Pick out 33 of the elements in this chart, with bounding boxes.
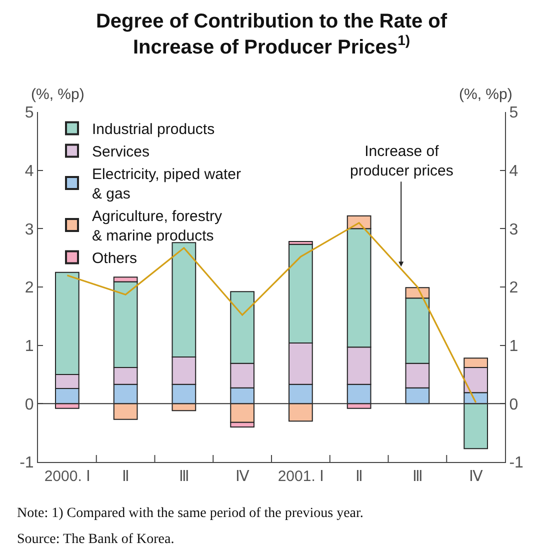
x-tick-label: Ⅱ	[356, 468, 363, 485]
y2-tick-label: 2	[509, 280, 518, 297]
x-tick-label: Ⅲ	[412, 468, 422, 485]
source-note: Source: The Bank of Korea.	[17, 532, 174, 546]
x-tick-label: Ⅱ	[122, 468, 130, 485]
legend-label: Electricity, piped water & gas	[92, 166, 241, 203]
legend-label: Services	[92, 144, 150, 161]
legend-label: Industrial products	[92, 121, 215, 138]
annotation: Increase of producer prices	[350, 143, 454, 180]
y2-tick-label: 5	[509, 104, 518, 122]
y-tick-label: -1	[20, 454, 34, 472]
legend-label: Agriculture, forestry & marine products	[92, 208, 223, 245]
y2-tick-label: 3	[509, 221, 518, 238]
text: Note: 1) Compared with the same period of the previous year.	[17, 506, 364, 521]
y-axis-title: (%, %p)	[31, 86, 84, 103]
y-tick-label: 3	[24, 221, 34, 238]
y2-tick-label: -1	[509, 454, 524, 472]
y-tick-label: 0	[24, 396, 34, 414]
y2-axis-title: (%, %p)	[459, 86, 512, 103]
x-tick-label: Ⅳ	[235, 468, 250, 485]
x-tick-label: 2001. Ⅰ	[278, 468, 324, 485]
y-tick-label: 5	[24, 104, 34, 122]
legend-label: Others	[92, 250, 138, 268]
chart-title: Degree of Contribution to the Rate of Increase of Producer Prices$^{1)}$	[96, 10, 448, 58]
y2-tick-label: 4	[509, 162, 518, 180]
x-tick-label: Ⅲ	[178, 468, 189, 485]
x-tick-label: 2000. Ⅰ	[44, 468, 90, 485]
y2-tick-label: 1	[509, 338, 518, 355]
y-tick-label: 4	[24, 162, 34, 180]
x-tick-label: Ⅳ	[468, 468, 483, 485]
y-tick-label: 1	[24, 338, 34, 355]
y2-tick-label: 0	[509, 396, 518, 414]
y-tick-label: 2	[24, 280, 34, 297]
